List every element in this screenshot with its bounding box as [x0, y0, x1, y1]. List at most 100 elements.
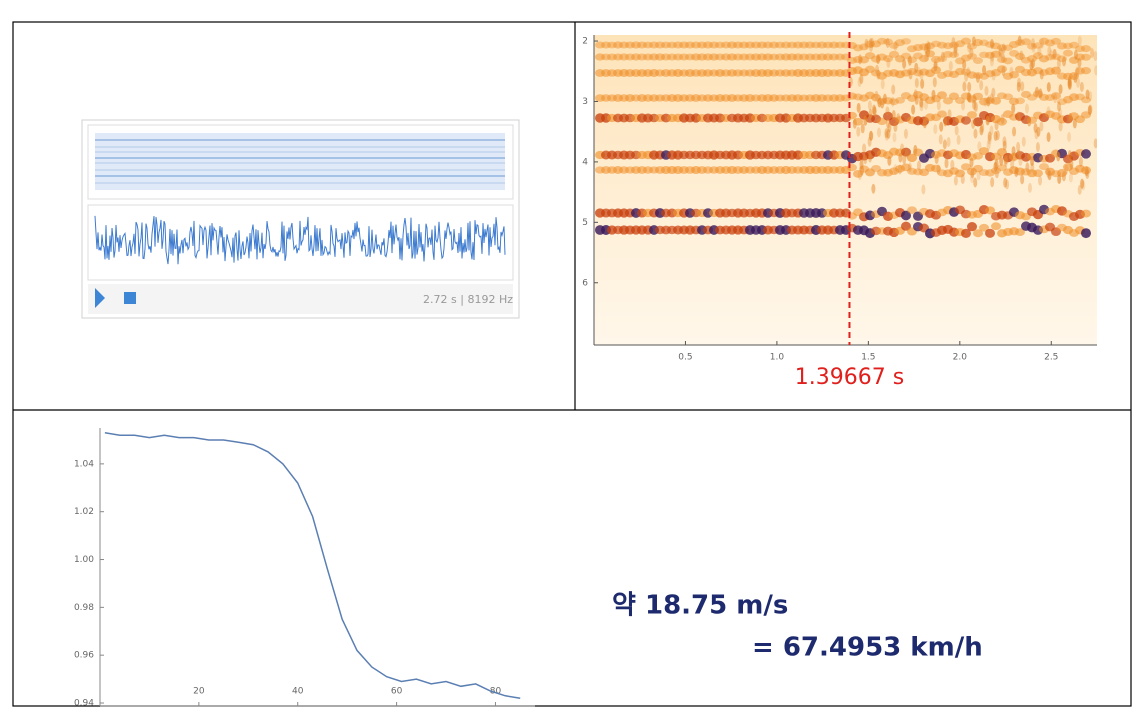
spectrogram-blob [1009, 66, 1014, 77]
spectrogram-blob [757, 41, 767, 49]
spectrogram-blob [1040, 38, 1045, 49]
y-tick-label: 0.96 [74, 651, 94, 661]
spectrogram-blob [1003, 177, 1008, 188]
spectrogram-blob [882, 93, 887, 104]
spectrogram-blob [1057, 174, 1062, 185]
spectrogram-blob [937, 110, 947, 118]
spectrogram-blob [1047, 170, 1052, 181]
play-button[interactable] [95, 288, 105, 308]
spectrogram-blob [962, 81, 967, 92]
spectrogram-blob [745, 94, 755, 102]
spectrogram-blob [989, 38, 994, 49]
spectrogram-blob [877, 97, 882, 108]
spectrogram-blob [872, 104, 877, 115]
spectrogram-blob [898, 152, 903, 163]
spectrogram-blob [1067, 131, 1072, 142]
spectrogram-blob [914, 77, 919, 88]
spectrogram-blob [823, 53, 833, 61]
x-tick-label: 60 [391, 687, 403, 697]
spectrogram-blob [769, 53, 779, 61]
spectrogram-blob [853, 117, 863, 126]
spectrogram-blob [966, 66, 971, 77]
spectrogram-blob [1030, 156, 1035, 167]
spectrogram-blob [667, 41, 677, 49]
spectrogram-blob [1080, 178, 1085, 189]
spectrogram-blob [972, 93, 977, 104]
time-marker-label: 1.39667 s [795, 365, 904, 390]
spectrogram-blob [987, 131, 992, 142]
x-tick-label: 2.5 [1044, 353, 1058, 363]
spectrogram-blob [960, 174, 965, 185]
spectrogram-blob [1037, 46, 1042, 57]
x-tick-label: 1.5 [861, 353, 875, 363]
spectrogram-blob [973, 101, 978, 112]
spectrogram-blob [1024, 103, 1029, 114]
spectrogram-blob [976, 170, 981, 181]
spectrogram-blob [979, 39, 989, 46]
converted-text: = 67.4953 km/h [752, 633, 983, 663]
spectrogram-blob [733, 41, 743, 49]
spectrogram-blob [985, 169, 995, 177]
spectrogram-blob [991, 222, 1001, 231]
spectrogram-blob [661, 41, 671, 49]
waveform [94, 215, 506, 265]
spectrogram-blob [1081, 45, 1091, 53]
spectrogram-blob [979, 80, 984, 91]
spectrogram-blob [1052, 48, 1057, 59]
spectrogram-blob [953, 175, 958, 186]
spectrogram-blob [787, 41, 797, 49]
spectrogram-blob [907, 162, 912, 173]
spectrogram-blob [997, 65, 1007, 73]
y-tick-label: 4 [582, 157, 588, 167]
spectrogram-blob [901, 69, 911, 77]
spectrogram-blob [904, 148, 909, 159]
spectrogram-blob [1003, 93, 1013, 101]
spectrogram-blob [914, 94, 919, 105]
spectrogram-blob [969, 47, 974, 58]
spectrogram-blob [835, 53, 845, 61]
spectrogram-blob [883, 38, 893, 46]
spectrogram-blob [991, 70, 996, 81]
spectrogram-blob [811, 41, 821, 49]
spectrogram-blob [1051, 92, 1061, 100]
spectrogram-blob [1034, 86, 1039, 97]
spectrogram-blob [1049, 49, 1054, 60]
spectrogram-blob [964, 71, 969, 82]
spectrogram-blob [907, 206, 917, 214]
spectrogram-blob [973, 92, 983, 101]
spectrogram-blob [998, 47, 1003, 58]
spectrogram-blob [1003, 57, 1013, 65]
spectrogram-blob [893, 40, 898, 51]
y-tick-label: 2 [582, 37, 588, 47]
spectrogram-blob [1069, 93, 1079, 101]
spectrogram-blob [1090, 48, 1095, 59]
spectrogram-blob [1077, 184, 1082, 195]
spectrogram-blob [901, 147, 911, 157]
spectrogram-blob [1038, 88, 1043, 99]
spectrogram-blob [907, 55, 912, 66]
spectrogram-blob [1033, 122, 1038, 133]
spectrogram-blob [967, 221, 977, 232]
spectrogram-blob [933, 124, 938, 135]
spectrogram-blob [1033, 67, 1043, 75]
spectrogram-blob [1039, 37, 1049, 45]
spectrogram-blob [944, 158, 949, 169]
spectrogram-blob [775, 41, 785, 49]
spectrogram-blob [950, 159, 955, 170]
spectrogram-blob [835, 94, 845, 102]
spectrogram-blob [1056, 58, 1061, 69]
spectrogram-blob [1062, 56, 1067, 67]
spectrogram-blob [745, 41, 755, 49]
spectrogram-blob [916, 160, 921, 171]
spectrogram-blob [971, 118, 976, 129]
spectrogram-blob [1039, 69, 1044, 80]
spectrogram-blob [739, 53, 749, 61]
x-tick-label: 40 [292, 687, 304, 697]
spectrogram-blob [967, 71, 977, 79]
spectrogram-blob [979, 147, 989, 156]
spectrogram-blob [983, 96, 988, 107]
spectrogram-blob [940, 51, 945, 62]
spectrogram-blob [1027, 116, 1032, 127]
spectrogram-blob [987, 134, 992, 145]
stop-button[interactable] [124, 292, 136, 304]
